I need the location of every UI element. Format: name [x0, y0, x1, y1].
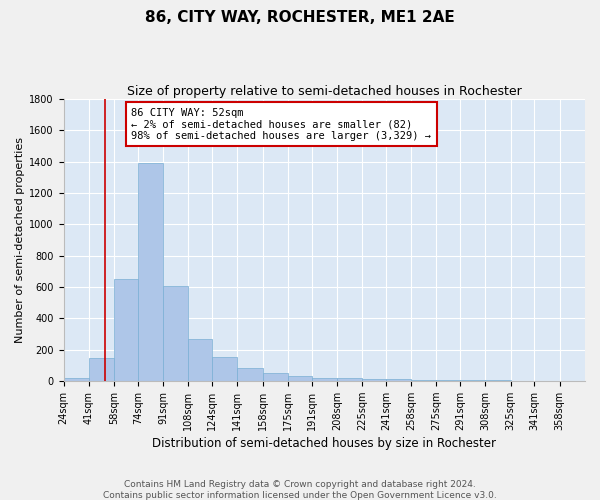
- Bar: [188, 338, 212, 381]
- Bar: [263, 373, 288, 381]
- X-axis label: Distribution of semi-detached houses by size in Rochester: Distribution of semi-detached houses by …: [152, 437, 496, 450]
- Bar: [238, 368, 263, 381]
- Title: Size of property relative to semi-detached houses in Rochester: Size of property relative to semi-detach…: [127, 85, 521, 98]
- Bar: [138, 164, 163, 381]
- Bar: [460, 380, 485, 381]
- Text: 86, CITY WAY, ROCHESTER, ME1 2AE: 86, CITY WAY, ROCHESTER, ME1 2AE: [145, 10, 455, 25]
- Bar: [212, 358, 238, 381]
- Bar: [89, 358, 114, 381]
- Bar: [288, 376, 311, 381]
- Bar: [411, 380, 436, 381]
- Text: 86 CITY WAY: 52sqm
← 2% of semi-detached houses are smaller (82)
98% of semi-det: 86 CITY WAY: 52sqm ← 2% of semi-detached…: [131, 108, 431, 141]
- Y-axis label: Number of semi-detached properties: Number of semi-detached properties: [15, 137, 25, 343]
- Bar: [337, 378, 362, 381]
- Bar: [64, 378, 89, 381]
- Bar: [362, 380, 386, 381]
- Text: Contains HM Land Registry data © Crown copyright and database right 2024.
Contai: Contains HM Land Registry data © Crown c…: [103, 480, 497, 500]
- Bar: [436, 380, 460, 381]
- Bar: [114, 279, 138, 381]
- Bar: [311, 378, 337, 381]
- Bar: [163, 286, 188, 381]
- Bar: [386, 380, 411, 381]
